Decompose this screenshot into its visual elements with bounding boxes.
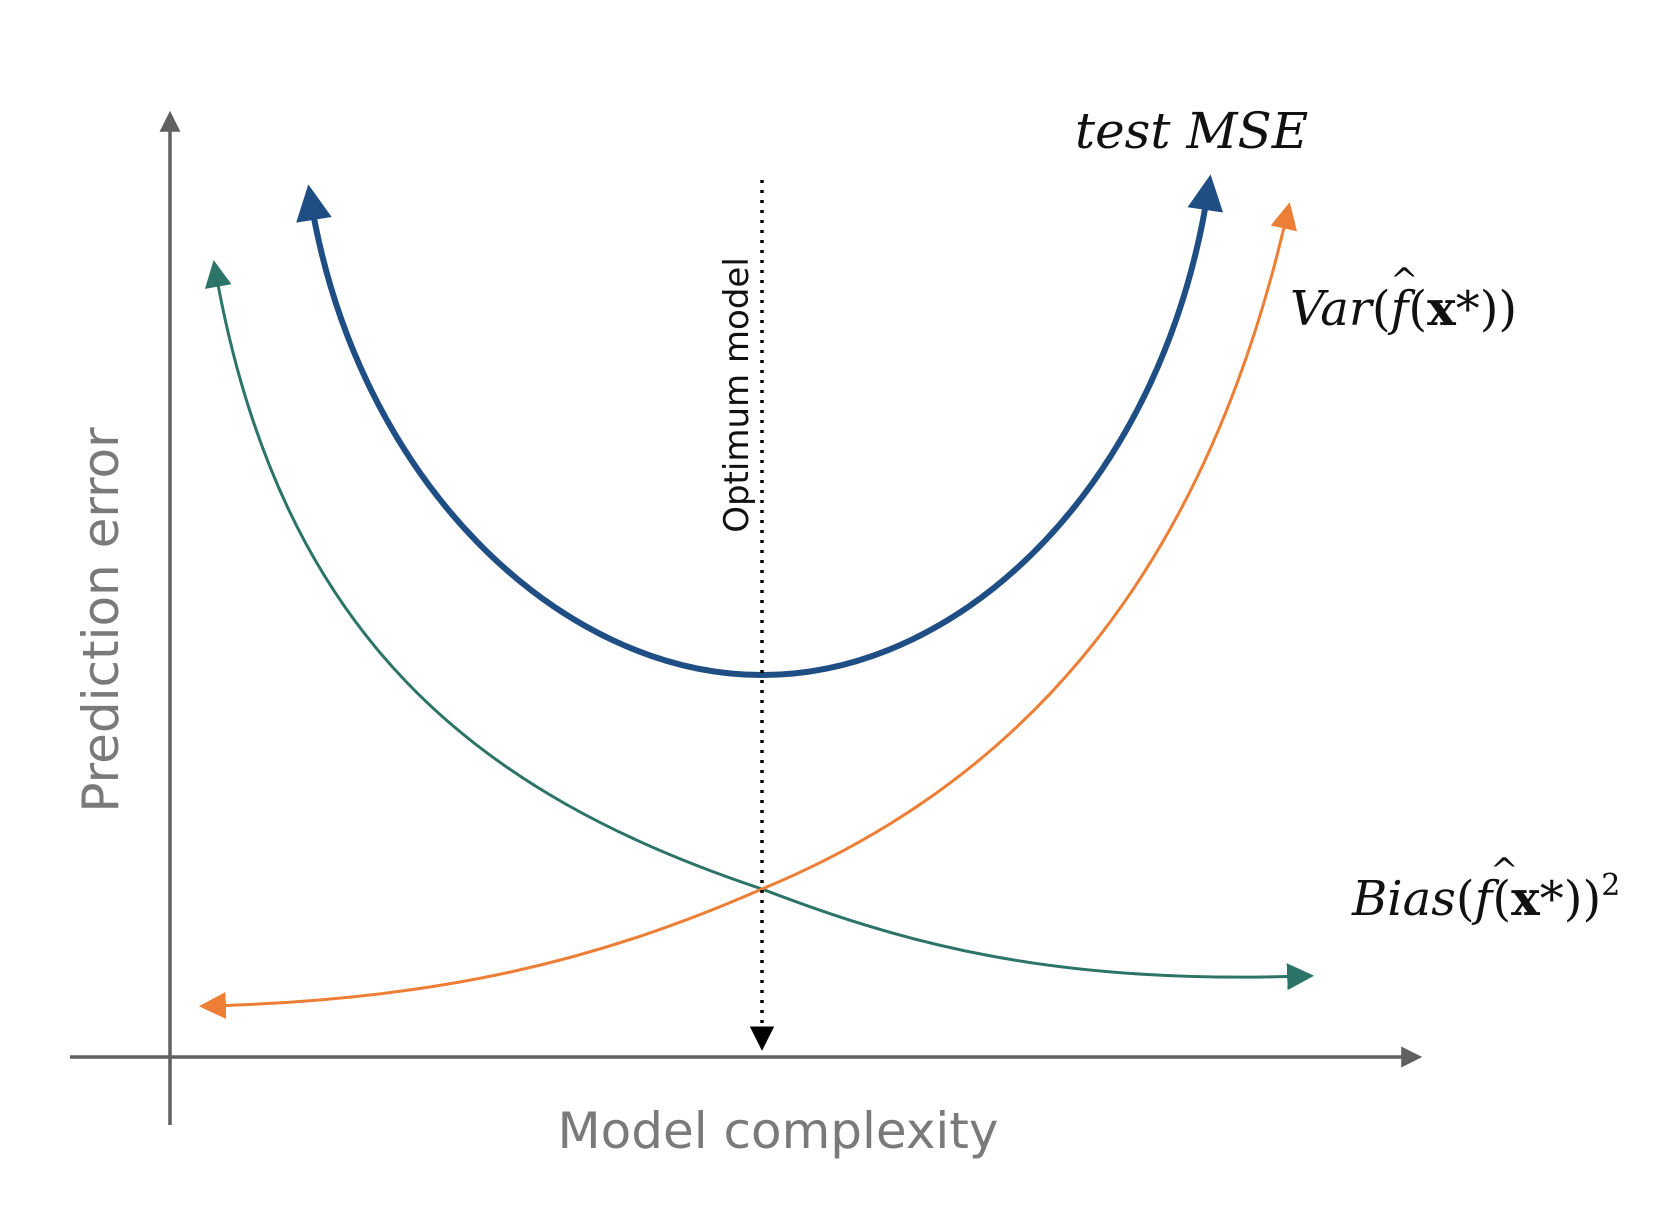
bias-label-open: (	[1456, 871, 1475, 927]
variance-label-x: x	[1427, 281, 1456, 337]
bias-label-x: x	[1511, 871, 1540, 927]
test-mse-label: test MSE	[1075, 102, 1308, 160]
test-mse-curve	[296, 174, 1224, 679]
variance-label-hat: ^	[1390, 261, 1419, 301]
bias-label-close: ))	[1564, 871, 1601, 927]
variance-label-paren: (	[1408, 281, 1427, 337]
variance-label-open: (	[1372, 281, 1391, 337]
variance-curve	[198, 202, 1298, 1020]
bias-label: Bias(f(x*))2 ^	[1351, 851, 1620, 927]
svg-text:Bias(f(x*))2: Bias(f(x*))2	[1351, 868, 1620, 927]
y-axis-label: Prediction error	[72, 427, 130, 813]
svg-text:Var(f(x*)): Var(f(x*))	[1290, 281, 1517, 337]
variance-label-name: Var	[1290, 281, 1375, 337]
variance-label-close: ))	[1480, 281, 1517, 337]
x-axis-label: Model complexity	[558, 1102, 999, 1160]
bias-label-hat: ^	[1490, 851, 1519, 891]
variance-label-star: *	[1456, 281, 1480, 337]
bias-label-star: *	[1540, 871, 1564, 927]
optimum-model-label: Optimum model	[717, 257, 757, 533]
bias-label-exponent: 2	[1601, 868, 1620, 903]
bias-label-name: Bias	[1351, 871, 1456, 927]
bias-label-paren: (	[1492, 871, 1511, 927]
variance-label: Var(f(x*)) ^	[1290, 261, 1517, 337]
